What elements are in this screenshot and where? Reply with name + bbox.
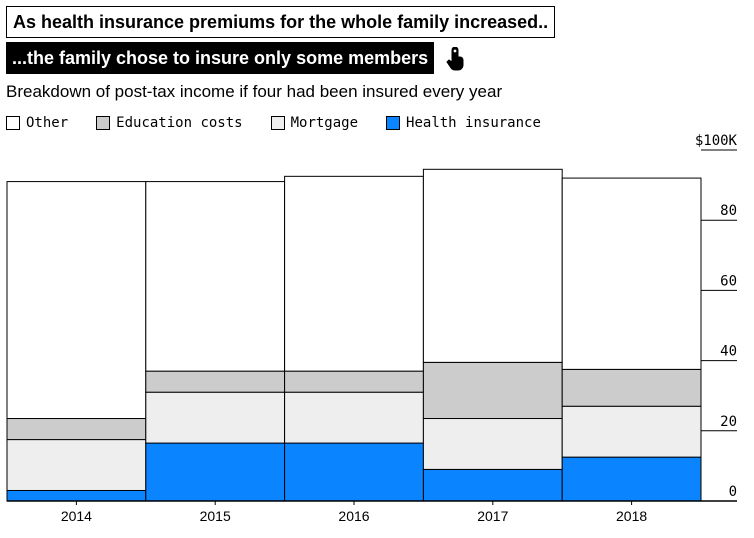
bar-mortgage-2017 <box>422 418 563 470</box>
legend-swatch-health-insurance <box>386 116 401 130</box>
bar-health-insurance-2016 <box>284 442 424 502</box>
headline-line-1: As health insurance premiums for the who… <box>6 6 556 38</box>
bar-other-2017 <box>422 168 563 363</box>
legend-item-mortgage[interactable]: Mortgage <box>270 115 359 131</box>
legend-label-health-insurance: Health insurance <box>406 115 541 131</box>
legend-item-other[interactable]: Other <box>6 115 68 131</box>
bar-health-insurance-2018 <box>561 456 702 502</box>
y-tick-label-20: 20 <box>720 414 737 430</box>
bar-mortgage-2018 <box>561 405 702 458</box>
legend-item-education-costs[interactable]: Education costs <box>96 115 243 131</box>
bar-education-costs-2017 <box>422 361 563 420</box>
bar-education-costs-2014 <box>6 418 147 441</box>
chart-subtitle: Breakdown of post-tax income if four had… <box>6 82 503 101</box>
legend-swatch-other <box>6 116 20 130</box>
tap-pointer-icon[interactable] <box>444 47 466 71</box>
x-tick-label-2018: 2018 <box>616 508 647 524</box>
headline-line-2: ...the family chose to insure only some … <box>6 42 435 74</box>
legend-swatch-education-costs <box>96 116 111 130</box>
y-tick-label-0: 0 <box>729 484 737 500</box>
bar-mortgage-2014 <box>6 439 147 491</box>
y-tick-label-100: $100K <box>695 133 738 149</box>
x-tick-label-2016: 2016 <box>338 508 369 524</box>
legend-swatch-mortgage <box>270 116 285 130</box>
legend: Other Education costs Mortgage Health in… <box>6 114 569 132</box>
y-tick-label-60: 60 <box>720 273 737 289</box>
x-tick-label-2015: 2015 <box>200 508 231 524</box>
bar-health-insurance-2017 <box>422 468 563 502</box>
bar-education-costs-2016 <box>284 370 424 393</box>
bar-mortgage-2016 <box>284 391 424 444</box>
legend-label-mortgage: Mortgage <box>290 115 359 131</box>
bar-other-2015 <box>145 181 286 372</box>
legend-item-health-insurance[interactable]: Health insurance <box>386 115 541 131</box>
y-tick-label-40: 40 <box>720 344 737 360</box>
bar-education-costs-2015 <box>145 370 286 393</box>
y-tick-label-80: 80 <box>720 203 737 219</box>
x-tick-label-2014: 2014 <box>61 508 92 524</box>
bar-education-costs-2018 <box>561 368 702 407</box>
bar-other-2014 <box>6 181 147 420</box>
bar-health-insurance-2014 <box>6 489 147 502</box>
bar-other-2016 <box>284 175 424 372</box>
bar-mortgage-2015 <box>145 391 286 444</box>
bar-other-2018 <box>561 177 702 370</box>
bar-health-insurance-2015 <box>145 442 286 502</box>
legend-label-education-costs: Education costs <box>116 115 243 131</box>
legend-label-other: Other <box>26 115 69 131</box>
x-tick-label-2017: 2017 <box>477 508 508 524</box>
